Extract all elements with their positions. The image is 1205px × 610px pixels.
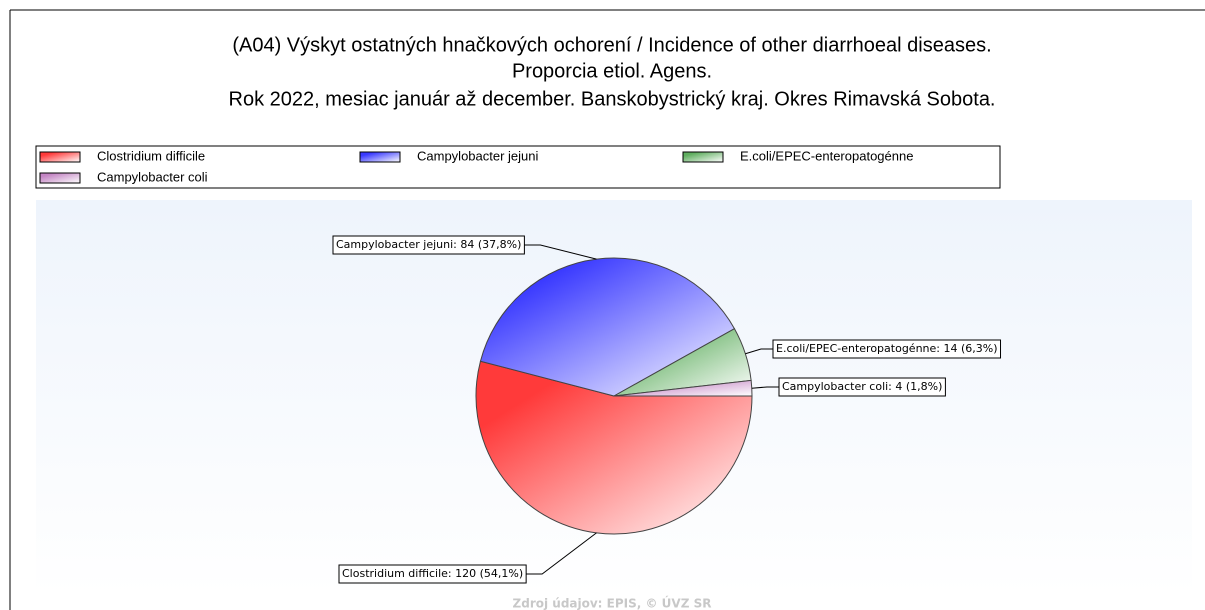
legend [35,145,1001,189]
leader-line [751,386,779,389]
legend-swatch [39,151,81,163]
leader-line [524,244,597,260]
legend-label: Campylobacter jejuni [417,148,539,163]
source: Zdroj údajov: EPIS, © ÚVZ SR [513,596,712,610]
data-label: Campylobacter coli: 4 (1,8%) [782,380,942,393]
leader-line [745,348,773,355]
legend-swatch [359,151,401,163]
chart-title: Proporcia etiol. Agens. [512,60,712,82]
data-label: Campylobacter jejuni: 84 (37,8%) [336,238,521,251]
leader-line [526,532,597,575]
chart-title: Rok 2022, mesiac január až december. Ban… [229,88,996,110]
data-label: E.coli/EPEC-enteropatogénne: 14 (6,3%) [776,342,998,355]
chart-title: (A04) Výskyt ostatných hnačkových ochore… [232,34,991,56]
pie-slice [479,257,736,397]
legend-label: E.coli/EPEC-enteropatogénne [740,148,913,163]
legend-label: Clostridium difficile [97,148,205,163]
data-label: Clostridium difficile: 120 (54,1%) [342,567,523,580]
legend-swatch [682,151,724,163]
legend-label: Campylobacter coli [97,169,208,184]
legend-swatch [39,172,81,184]
